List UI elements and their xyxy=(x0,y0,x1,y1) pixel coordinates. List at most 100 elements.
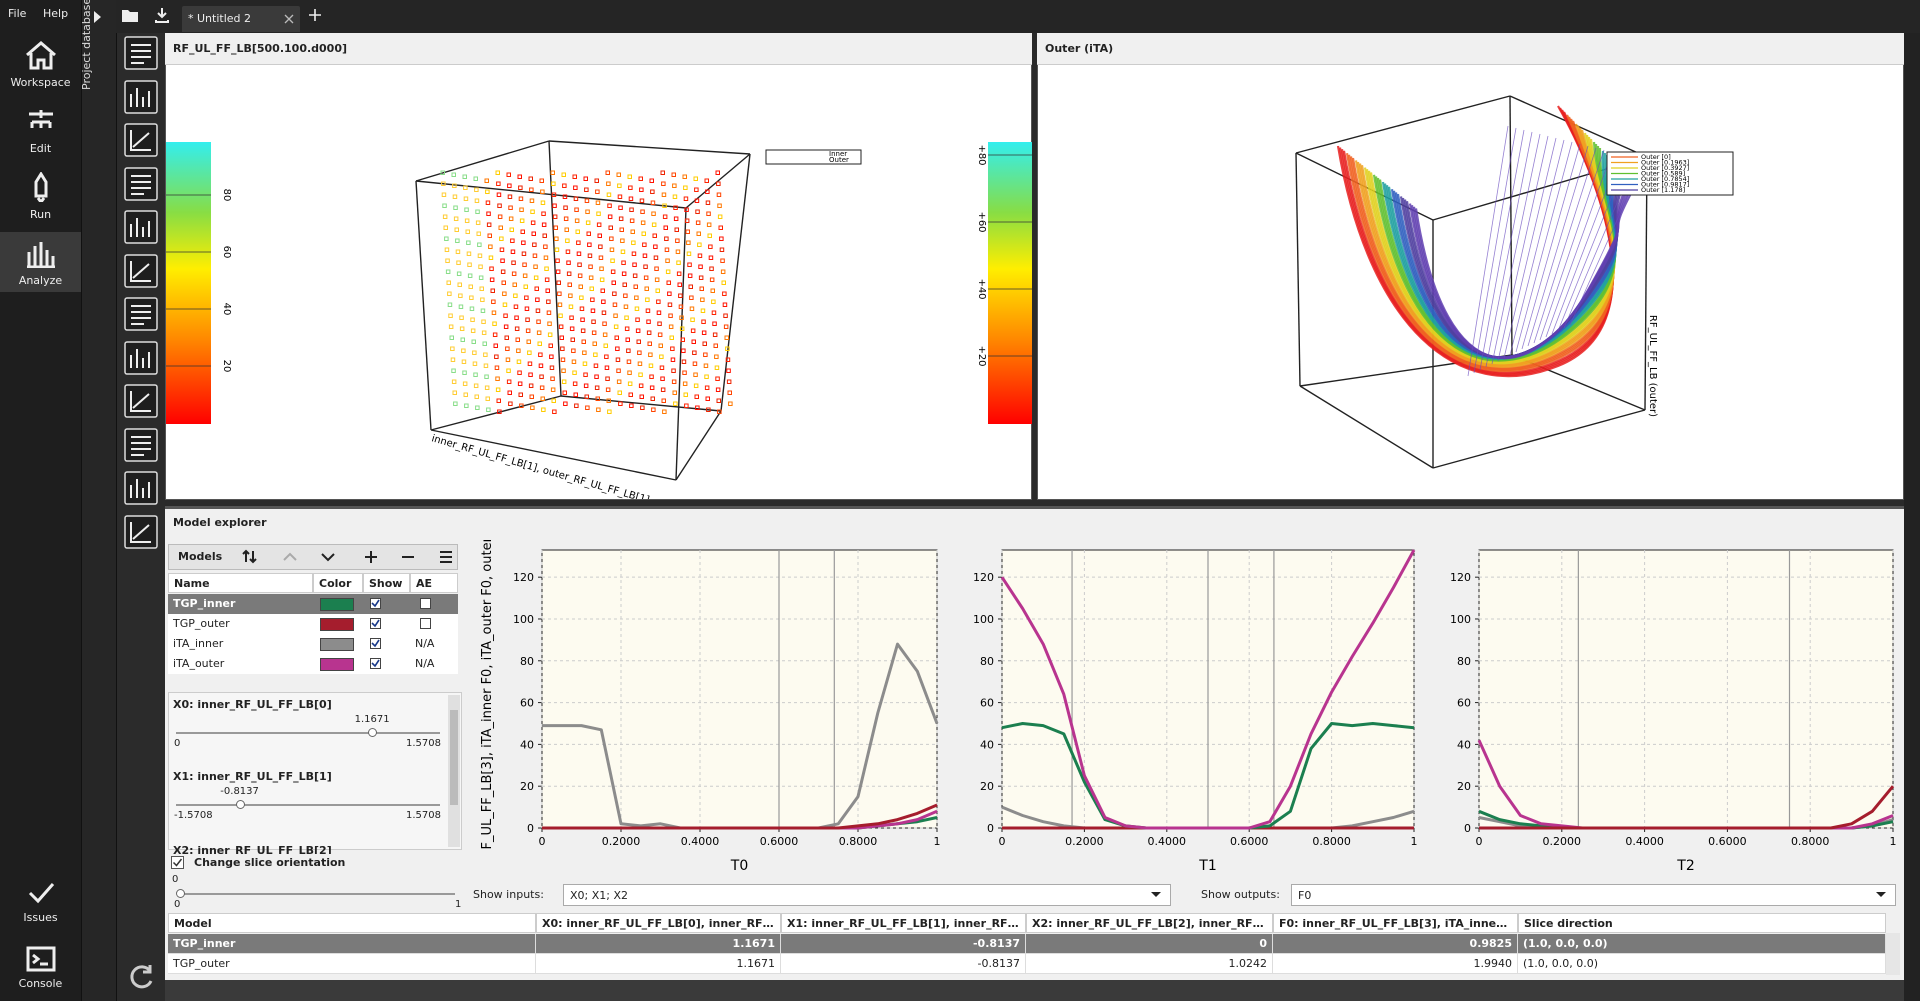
scatter-point xyxy=(464,207,469,212)
scatter-point xyxy=(693,372,698,377)
scatter-point xyxy=(445,258,450,263)
table-cell[interactable]: -0.8137 xyxy=(781,954,1026,974)
model-name[interactable]: TGP_outer xyxy=(173,617,230,630)
scatter-point xyxy=(487,233,492,238)
tab[interactable]: * Untitled 2 xyxy=(182,6,300,32)
box-edge xyxy=(415,180,432,431)
scatter-point xyxy=(502,302,508,307)
mesh-line xyxy=(1491,133,1541,365)
scatter-point xyxy=(463,185,468,190)
colorbar-label: +20 xyxy=(976,345,987,366)
scatter-point xyxy=(462,370,467,375)
scatter-point xyxy=(518,392,523,397)
x-tick-label: 1 xyxy=(1411,835,1418,848)
scatter-point xyxy=(584,187,589,192)
scatter-point xyxy=(719,236,724,241)
box-edge xyxy=(1295,95,1511,154)
nav-label[interactable]: Analyze xyxy=(18,274,63,287)
model-name[interactable]: iTA_inner xyxy=(173,637,224,650)
scatter-point xyxy=(582,350,587,355)
scatter-point xyxy=(618,216,624,221)
x-tick-label: 0 xyxy=(1476,835,1483,848)
slider-handle[interactable] xyxy=(368,728,378,737)
explorer-title: Model explorer xyxy=(173,516,267,529)
model-color[interactable] xyxy=(320,618,354,631)
table-cell[interactable]: 0.9825 xyxy=(1273,934,1518,954)
show-inputs[interactable]: X0; X1; X2 xyxy=(563,884,1171,906)
scatter-point xyxy=(715,387,721,392)
table-cell[interactable]: 0 xyxy=(1026,934,1273,954)
slider-handle[interactable] xyxy=(235,800,245,809)
orientation-label[interactable]: Change slice orientation xyxy=(194,856,346,869)
plot-panel xyxy=(1037,33,1904,500)
scatter-point xyxy=(713,343,718,348)
scatter-point xyxy=(520,229,525,234)
orientation-handle[interactable] xyxy=(176,889,185,898)
x-axis-label: T2 xyxy=(1676,858,1694,874)
scatter-point xyxy=(712,332,718,337)
scatter-point xyxy=(639,187,644,192)
scatter-point xyxy=(649,178,654,183)
table-cell[interactable]: (1.0, 0.0, 0.0) xyxy=(1518,934,1886,954)
scatter-point xyxy=(684,207,689,212)
tool-glyph xyxy=(131,435,151,456)
scatter-point xyxy=(610,258,615,263)
nav-label[interactable]: Workspace xyxy=(10,76,71,89)
table-cell[interactable]: 1.1671 xyxy=(536,934,781,954)
scatter-point xyxy=(602,332,608,337)
scatter-point xyxy=(609,236,614,241)
scatter-point xyxy=(624,326,630,331)
scatter-point xyxy=(510,249,516,254)
model-color[interactable] xyxy=(320,638,354,651)
scatter-point xyxy=(534,286,539,291)
scatter-point xyxy=(450,346,455,351)
scatter-point xyxy=(484,178,489,183)
scatter-point xyxy=(640,209,645,214)
scatter-point xyxy=(470,317,475,322)
table-cell[interactable]: 1.0242 xyxy=(1026,954,1273,974)
scatter-point xyxy=(685,229,690,234)
orientation-max: 1 xyxy=(455,899,462,910)
scatter-point xyxy=(473,372,478,377)
table-cell[interactable]: TGP_inner xyxy=(168,934,536,954)
nav-label[interactable]: Console xyxy=(18,977,63,990)
mesh-line xyxy=(1545,151,1613,338)
table-cell[interactable]: 1.9940 xyxy=(1273,954,1518,974)
scatter-point xyxy=(528,176,533,181)
nav-label[interactable]: Issues xyxy=(23,911,58,924)
model-color[interactable] xyxy=(320,598,354,611)
scatter-point xyxy=(608,225,613,230)
scatter-point xyxy=(545,288,550,293)
scatter-point xyxy=(684,403,689,408)
scatter-point xyxy=(629,403,634,408)
scatter-point xyxy=(696,231,701,236)
model-name[interactable]: TGP_inner xyxy=(173,597,236,610)
show-outputs[interactable]: F0 xyxy=(1291,884,1896,906)
checkbox xyxy=(370,658,381,669)
table-cell[interactable]: TGP_outer xyxy=(168,954,536,974)
scatter-point xyxy=(716,181,721,186)
scatter-point xyxy=(633,284,638,289)
x-tick-label: 0.4000 xyxy=(681,835,720,848)
scatter-point xyxy=(480,308,486,313)
table-cell[interactable]: 1.1671 xyxy=(536,954,781,974)
menu-help[interactable]: Help xyxy=(43,7,69,20)
nav-label[interactable]: Edit xyxy=(29,142,52,155)
scatter-point xyxy=(441,192,447,197)
model-name[interactable]: iTA_outer xyxy=(173,657,225,670)
table-cell[interactable]: -0.8137 xyxy=(781,934,1026,954)
scatter-point xyxy=(451,368,456,373)
scatter-point xyxy=(651,407,656,412)
nav-label[interactable]: Run xyxy=(29,208,52,221)
scatter-point xyxy=(546,310,552,315)
project-database-label[interactable]: Project database xyxy=(80,0,93,90)
y-tick-label: 60 xyxy=(1457,697,1471,710)
model-color[interactable] xyxy=(320,658,354,671)
menu-file[interactable]: File xyxy=(8,7,27,20)
table-cell[interactable]: (1.0, 0.0, 0.0) xyxy=(1518,954,1886,974)
scatter-point xyxy=(577,262,582,267)
scatter-point xyxy=(442,203,447,208)
scatter-point xyxy=(590,308,596,313)
scatter-point xyxy=(569,326,575,331)
